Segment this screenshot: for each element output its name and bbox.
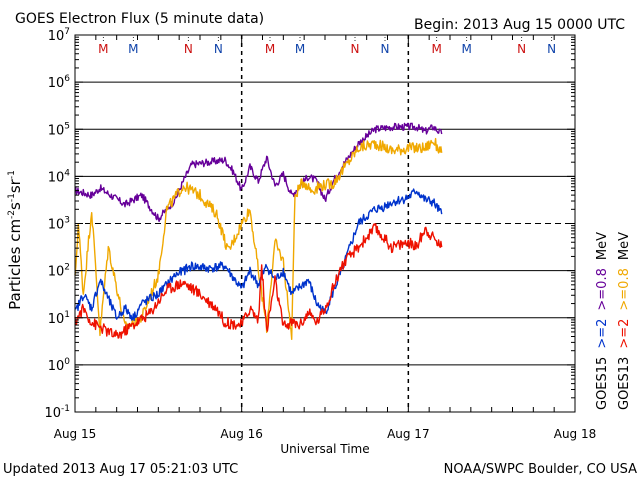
y-tick-label: 106 [48,74,71,91]
y-axis-label: Particles cm-2s-1sr-1 [6,170,24,310]
satellite-marker: N [381,42,390,56]
series-line [74,188,443,321]
updated-timestamp: Updated 2013 Aug 17 05:21:03 UTC [3,462,238,477]
grid [75,35,575,412]
legend-goes13-ge08: >=0.8 [617,268,632,310]
x-tick-label: Aug 15 [54,427,97,441]
series-line [75,122,443,223]
legend-goes13-ge2: >=2 [617,319,632,349]
y-axis: 107 106 105 104 103 102 101 100 10-1 [44,27,575,421]
y-tick-label: 107 [48,27,70,44]
series-line [74,223,443,339]
legend-goes15-name: GOES15 [595,357,610,410]
series-line [74,137,443,340]
credit-label: NOAA/SWPC Boulder, CO USA [444,462,637,477]
x-axis: Aug 15 Aug 16 Aug 17 Aug 18 [54,35,597,441]
satellite-marker: M [431,42,441,56]
y-tick-label: 103 [48,216,70,233]
satellite-marker: N [547,42,556,56]
satellite-marker: N [184,42,193,56]
legend-goes15-unit: MeV [595,232,610,260]
x-tick-label: Aug 17 [387,427,430,441]
legend-goes13: GOES13 >=2 >=0.8 MeV [617,232,632,410]
chart-title: GOES Electron Flux (5 minute data) [15,11,264,27]
y-tick-label: 105 [48,121,70,138]
satellite-marker: M [265,42,275,56]
satellite-marker: N [517,42,526,56]
legend-goes13-name: GOES13 [617,357,632,410]
y-tick-label: 10-1 [44,404,70,421]
begin-label: Begin: 2013 Aug 15 0000 UTC [414,17,625,33]
legend: GOES15 >=2 >=0.8 MeV GOES13 >=2 >=0.8 MeV [595,232,632,410]
satellite-marker: M [461,42,471,56]
legend-goes15-ge08: >=0.8 [595,268,610,310]
legend-goes15-ge2: >=2 [595,319,610,349]
x-tick-label: Aug 16 [220,427,263,441]
legend-goes13-unit: MeV [617,232,632,260]
satellite-marker: M [128,42,138,56]
y-tick-label: 100 [48,357,71,374]
y-tick-label: 101 [48,310,70,327]
satellite-marker: N [214,42,223,56]
satellite-marker: M [295,42,305,56]
x-axis-label: Universal Time [280,442,369,456]
satellite-marker: M [98,42,108,56]
satellite-marker: N [351,42,360,56]
legend-goes15: GOES15 >=2 >=0.8 MeV [595,232,610,410]
y-tick-label: 102 [48,263,70,280]
y-tick-label: 104 [48,168,71,185]
series-lines [74,122,443,340]
x-tick-label: Aug 18 [554,427,597,441]
